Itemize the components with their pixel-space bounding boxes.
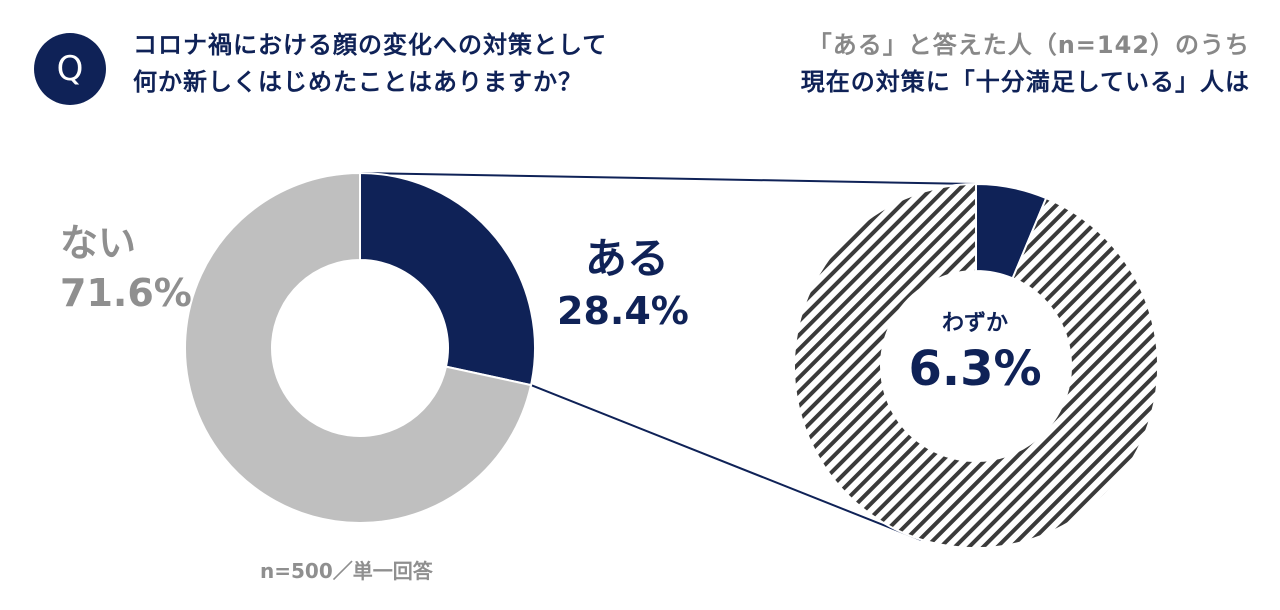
question-line-2: 何か新しくはじめたことはありますか？ <box>133 68 583 96</box>
slice-label-aru-value: 28.4% <box>557 289 689 333</box>
q-badge: Q <box>34 33 106 105</box>
question-line-1: コロナ禍における顔の変化への対策として <box>133 31 608 59</box>
left-donut-slice-0 <box>359 171 536 387</box>
slice-label-nai: ない 71.6% <box>60 218 192 318</box>
right-donut-center-value: 6.3% <box>908 341 1042 397</box>
sample-note: n=500／単一回答 <box>260 559 433 583</box>
donut-chart-right <box>793 182 1159 549</box>
right-donut-center-category: わずか <box>941 311 1008 336</box>
slice-label-aru: ある 28.4% <box>557 233 689 337</box>
right-donut-center-label: わずか 6.3% <box>880 308 1070 398</box>
slice-label-aru-category: ある <box>585 234 670 283</box>
right-chart-heading-line-1: 「ある」と答えた人（n=142）のうち <box>807 31 1250 59</box>
slice-label-nai-category: ない <box>60 221 137 265</box>
donut-chart-left <box>184 171 536 524</box>
right-chart-heading: 「ある」と答えた人（n=142）のうち 現在の対策に「十分満足している」人は <box>801 27 1250 101</box>
connector-line-0 <box>359 172 977 185</box>
question-text: コロナ禍における顔の変化への対策として 何か新しくはじめたことはありますか？ <box>133 27 607 101</box>
right-donut-slice-1 <box>793 182 1159 549</box>
right-chart-heading-line-2: 現在の対策に「十分満足している」人は <box>800 68 1250 96</box>
slice-label-nai-value: 71.6% <box>60 271 192 315</box>
left-donut-slice-1 <box>184 171 533 524</box>
zoom-connector-lines <box>359 172 977 541</box>
connector-line-1 <box>530 384 922 541</box>
